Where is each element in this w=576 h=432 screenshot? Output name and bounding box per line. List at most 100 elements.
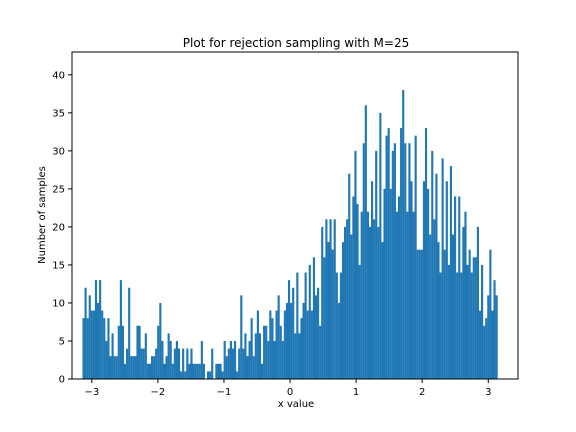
histogram-bar xyxy=(306,310,309,379)
y-tick-label: 35 xyxy=(52,108,65,119)
histogram-bar xyxy=(360,211,363,379)
histogram-bar xyxy=(478,310,482,379)
histogram-bar xyxy=(387,128,390,379)
histogram-bar xyxy=(88,295,91,379)
histogram-bar xyxy=(317,287,320,379)
histogram-bar xyxy=(142,348,145,379)
histogram-bar xyxy=(346,219,349,379)
histogram-bar xyxy=(250,318,253,379)
histogram-bar xyxy=(323,257,326,379)
histogram-bar xyxy=(225,356,228,379)
histogram-bar xyxy=(292,287,295,379)
histogram-bar xyxy=(443,249,446,379)
y-tick-label: 25 xyxy=(52,184,65,195)
histogram-bar xyxy=(391,150,394,379)
histogram-bar xyxy=(358,264,361,379)
histogram-bar xyxy=(474,257,477,379)
histogram-bar xyxy=(285,302,289,379)
histogram-bar xyxy=(462,226,465,379)
x-tick-label: −2 xyxy=(151,387,166,398)
histogram-bar xyxy=(146,363,149,379)
histogram-bar xyxy=(252,356,255,379)
histogram-bar xyxy=(429,234,432,379)
histogram-bar xyxy=(244,333,247,379)
histogram-bar xyxy=(246,356,249,379)
histogram-bar xyxy=(202,363,205,379)
histogram-bar xyxy=(258,333,262,379)
histogram-bar xyxy=(150,356,154,379)
histogram-bar xyxy=(397,196,401,379)
histogram-bar xyxy=(82,318,85,379)
histogram-bar xyxy=(190,348,193,379)
histogram-bar xyxy=(385,135,388,379)
histogram-bar xyxy=(302,302,305,379)
x-tick-label: 2 xyxy=(419,387,425,398)
histogram-bar xyxy=(101,310,104,379)
histogram-bar xyxy=(238,348,241,379)
histogram-bar xyxy=(105,340,108,379)
histogram-bar xyxy=(468,249,471,379)
histogram-bar xyxy=(327,242,330,379)
histogram-bar xyxy=(298,333,301,379)
histogram-bar xyxy=(348,173,351,379)
histogram-bar xyxy=(283,310,286,379)
histogram-bar xyxy=(234,340,237,379)
histogram-bar xyxy=(300,318,303,379)
histogram-bar xyxy=(356,204,359,379)
histogram-bar xyxy=(121,325,125,379)
histogram-bar xyxy=(412,211,415,379)
histogram-bar xyxy=(217,363,220,379)
histogram-bar xyxy=(242,348,245,379)
histogram-bar xyxy=(153,356,156,379)
histogram-bar xyxy=(402,90,405,380)
histogram-bar xyxy=(273,340,276,379)
histogram-bar xyxy=(389,188,392,379)
histogram-bar xyxy=(269,310,272,379)
histogram-bar xyxy=(408,143,411,379)
histogram-bar xyxy=(454,196,457,379)
histogram-bar xyxy=(364,105,367,379)
y-tick-label: 15 xyxy=(52,260,65,271)
histogram-bar xyxy=(464,211,467,379)
histogram-bar xyxy=(337,302,340,379)
x-tick-label: 0 xyxy=(287,387,293,398)
histogram-bar xyxy=(404,143,407,379)
histogram-bar xyxy=(113,356,116,379)
histogram-bar xyxy=(319,325,322,379)
x-axis-ticks: −3 −2 −1 0 1 2 3 xyxy=(84,379,491,398)
histogram-bar xyxy=(132,356,135,379)
histogram-bar xyxy=(194,363,197,379)
histogram-bar xyxy=(460,272,463,379)
y-axis-label: Number of samples xyxy=(37,166,48,264)
y-tick-label: 20 xyxy=(52,222,65,233)
histogram-bar xyxy=(341,242,345,379)
histogram-bar xyxy=(416,249,419,379)
histogram-bar xyxy=(188,363,191,379)
histogram-bar xyxy=(248,340,251,379)
histogram-bar xyxy=(495,295,498,379)
histogram-bar xyxy=(481,264,484,379)
histogram-bar xyxy=(275,310,278,379)
histogram-bar xyxy=(265,325,268,379)
histogram-bar xyxy=(123,363,127,379)
histogram-bar xyxy=(140,348,143,379)
histogram-bar xyxy=(344,226,347,379)
chart-title: Plot for rejection sampling with M=25 xyxy=(183,36,409,50)
histogram-bar xyxy=(308,264,311,379)
x-tick-label: 3 xyxy=(485,387,491,398)
histogram-bar xyxy=(138,325,141,379)
histogram-bar xyxy=(472,257,475,379)
histogram-bar xyxy=(435,173,438,379)
histogram-bar xyxy=(458,196,461,379)
x-axis-label: x value xyxy=(278,399,314,410)
histogram-bar xyxy=(207,371,210,379)
histogram-bar xyxy=(159,302,162,379)
histogram-bar xyxy=(173,348,176,379)
histogram-bar xyxy=(221,371,224,379)
histogram-bar xyxy=(383,188,386,379)
histogram-bar xyxy=(277,295,280,379)
histogram-bar xyxy=(491,310,494,379)
histogram-bar xyxy=(445,181,448,379)
histogram-bar xyxy=(470,272,473,379)
